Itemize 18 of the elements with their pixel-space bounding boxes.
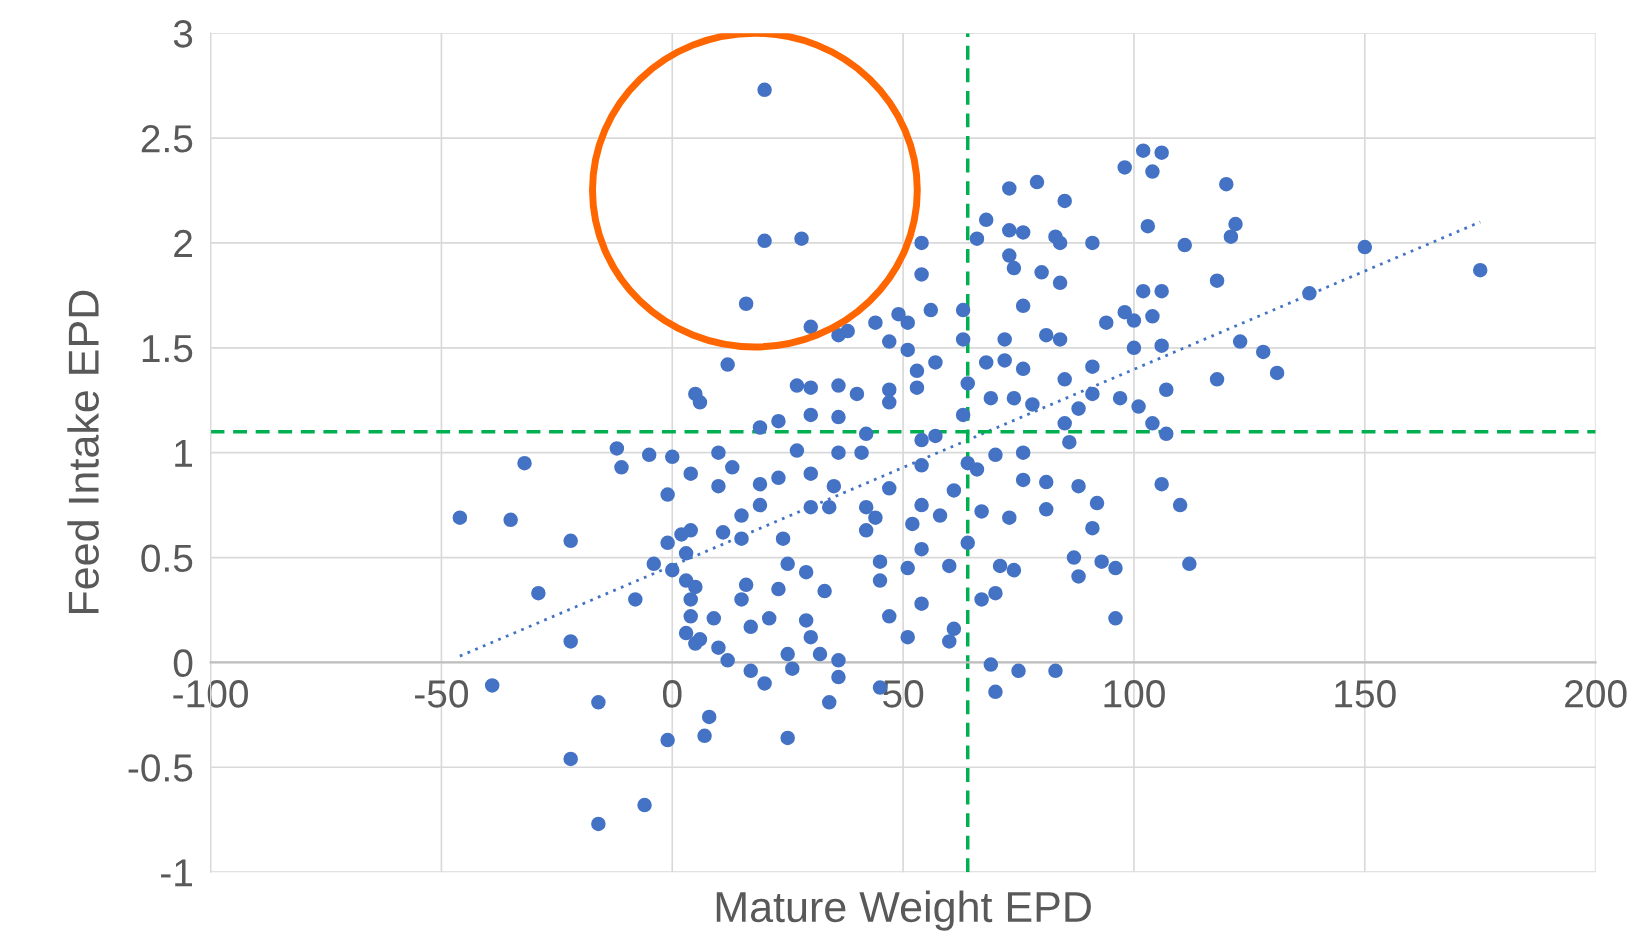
y-tick-label: 1.5 — [142, 335, 193, 363]
x-tick-label: 0 — [662, 680, 682, 708]
y-tick-label: 2 — [174, 229, 192, 258]
x-tick-label: -50 — [415, 680, 468, 708]
y-tick-label: -1 — [161, 859, 192, 887]
y-tick-label: 0.5 — [141, 544, 193, 573]
y-tick-label: 3 — [173, 20, 193, 48]
y-axis-title: Feed Intake EPD — [67, 290, 99, 614]
x-tick-label: -100 — [173, 680, 248, 708]
y-tick-label: 0 — [173, 649, 193, 677]
x-tick-label: 150 — [1335, 680, 1396, 708]
x-tick-label: 50 — [883, 680, 924, 708]
x-tick-label: 200 — [1565, 680, 1627, 708]
y-tick-label: 2.5 — [141, 124, 193, 153]
y-tick-label: 1 — [175, 440, 192, 467]
x-axis-title: Mature Weight EPD — [716, 890, 1091, 931]
x-tick-label: 100 — [1104, 680, 1165, 708]
y-tick-label: -0.5 — [128, 754, 193, 782]
